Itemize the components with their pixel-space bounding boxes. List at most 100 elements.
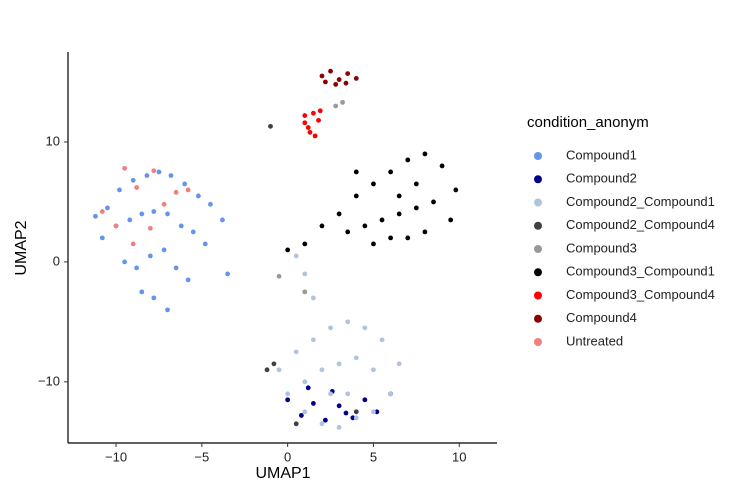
- point: [196, 193, 201, 199]
- legend-swatch: [534, 245, 542, 253]
- point: [371, 241, 376, 247]
- point: [285, 391, 291, 397]
- legend-label: Compound4: [566, 310, 637, 325]
- point: [302, 271, 308, 277]
- point: [168, 173, 174, 178]
- point: [388, 235, 394, 241]
- point: [350, 415, 356, 421]
- point: [319, 223, 325, 229]
- point: [268, 123, 273, 129]
- point: [99, 235, 105, 241]
- point: [396, 211, 402, 217]
- point: [328, 391, 333, 397]
- legend-label: Compound2_Compound1: [566, 194, 715, 209]
- point: [264, 367, 270, 373]
- point: [134, 265, 140, 271]
- point: [312, 133, 318, 139]
- legend-swatch: [534, 268, 542, 277]
- legend-swatch: [534, 338, 542, 346]
- x-tick-label: 5: [370, 449, 377, 464]
- x-axis-title: UMAP1: [255, 465, 310, 482]
- point: [323, 79, 328, 85]
- point: [190, 229, 196, 235]
- point: [453, 187, 459, 193]
- point: [353, 193, 359, 199]
- point: [431, 199, 436, 205]
- point: [345, 229, 351, 235]
- point: [413, 205, 419, 211]
- point: [345, 319, 351, 325]
- point: [276, 273, 282, 279]
- point: [271, 361, 277, 367]
- point: [422, 229, 428, 235]
- point: [362, 325, 368, 331]
- point: [328, 325, 333, 331]
- point: [310, 337, 316, 343]
- point: [113, 223, 119, 229]
- point: [413, 181, 419, 187]
- point: [396, 193, 402, 199]
- point: [105, 205, 110, 211]
- legend-swatch: [534, 291, 542, 300]
- point: [161, 247, 167, 253]
- y-axis-title: UMAP2: [13, 220, 30, 275]
- point: [161, 201, 167, 207]
- point: [202, 241, 208, 247]
- point: [371, 409, 376, 415]
- point: [343, 80, 349, 86]
- point: [319, 367, 325, 373]
- point: [139, 289, 145, 295]
- y-tick-label: −10: [38, 373, 60, 388]
- point: [336, 211, 342, 217]
- point: [130, 241, 136, 247]
- point: [353, 409, 359, 415]
- legend-label: Compound3: [566, 240, 637, 255]
- point: [362, 397, 368, 403]
- point: [374, 409, 380, 415]
- point: [353, 169, 359, 175]
- legend-swatch: [534, 152, 542, 160]
- point: [302, 379, 308, 385]
- point: [185, 187, 191, 193]
- point: [302, 241, 308, 247]
- point: [127, 217, 133, 223]
- point: [134, 185, 140, 190]
- point: [122, 259, 128, 265]
- point: [405, 157, 411, 163]
- point: [323, 417, 328, 423]
- legend-label: Compound1: [566, 147, 637, 162]
- point: [388, 391, 394, 397]
- legend-label: Compound3_Compound4: [566, 287, 715, 302]
- point: [307, 129, 313, 135]
- point: [379, 337, 385, 343]
- point: [156, 169, 162, 175]
- point: [276, 367, 282, 373]
- legend-label: Compound2_Compound4: [566, 217, 715, 232]
- legend-swatch: [534, 198, 542, 207]
- y-tick-label: 0: [53, 253, 60, 268]
- point: [336, 403, 342, 409]
- point: [185, 277, 191, 283]
- point: [305, 385, 311, 391]
- point: [319, 421, 325, 427]
- point: [151, 295, 157, 301]
- point: [293, 253, 299, 259]
- point: [285, 247, 291, 253]
- point: [147, 225, 153, 231]
- legend-swatch: [534, 314, 542, 323]
- legend-swatch: [534, 175, 542, 184]
- legend-swatch: [534, 221, 542, 230]
- point: [353, 355, 359, 361]
- point: [165, 211, 170, 217]
- point: [165, 307, 170, 313]
- point: [285, 397, 291, 403]
- point: [371, 367, 376, 373]
- point: [117, 187, 122, 193]
- point: [336, 425, 342, 430]
- legend-label: Compound2: [566, 171, 637, 186]
- point: [293, 421, 299, 427]
- point: [345, 391, 351, 397]
- point: [333, 103, 339, 109]
- point: [144, 173, 150, 178]
- point: [422, 151, 428, 157]
